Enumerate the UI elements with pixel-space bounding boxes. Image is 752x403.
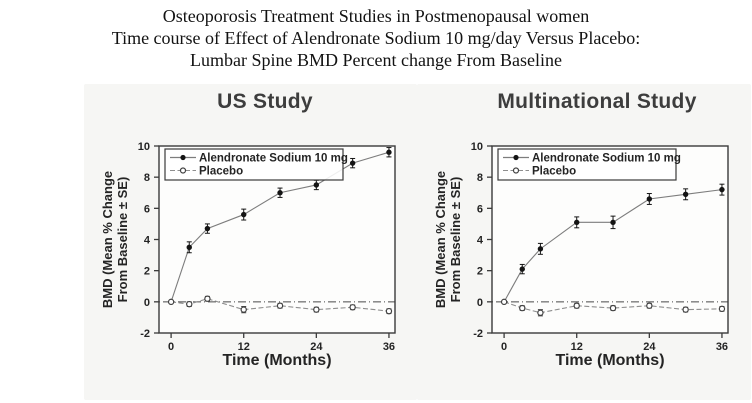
y-tick-label: 10 [471, 141, 483, 153]
y-tick-label: 4 [477, 235, 484, 247]
filled-circle-marker [646, 196, 653, 202]
filled-circle-marker [204, 225, 211, 232]
document-title-line-2: Time course of Effect of Alendronate Sod… [111, 28, 641, 48]
x-axis-title: Time (Months) [555, 352, 664, 369]
y-tick-label: 0 [477, 297, 483, 309]
filled-circle-marker [519, 266, 525, 272]
filled-circle-marker [513, 154, 519, 161]
open-circle-marker [609, 304, 617, 312]
plot-border [158, 145, 396, 334]
series-placebo [167, 295, 393, 315]
filled-circle-marker [682, 191, 689, 198]
legend-label-placebo: Placebo [532, 166, 576, 178]
x-tick-label: 24 [643, 341, 656, 353]
x-tick-label: 36 [716, 341, 728, 353]
y-tick-label: 6 [144, 203, 150, 215]
filled-circle-marker [241, 211, 247, 218]
filled-circle-marker [349, 160, 356, 166]
legend-label-alendronate: Alendronate Sodium 10 mg [532, 153, 681, 165]
document-title: Osteoporosis Treatment Studies in Postme… [0, 5, 752, 71]
open-circle-marker [385, 307, 393, 315]
y-axis: -2 0 2 4 6 8 10 [471, 141, 492, 340]
y-axis: -2 0 2 4 6 8 10 [138, 141, 159, 340]
y-tick-label: -2 [473, 328, 483, 340]
filled-circle-marker [386, 149, 392, 155]
filled-circle-marker [574, 219, 580, 226]
y-tick-label: 8 [144, 172, 150, 184]
filled-circle-marker [313, 182, 320, 188]
x-tick-label: 36 [383, 341, 395, 353]
open-circle-marker [186, 300, 193, 308]
open-circle-marker [682, 306, 689, 313]
y-tick-label: 6 [477, 203, 483, 215]
series-placebo [500, 298, 726, 317]
open-circle-marker [519, 304, 526, 312]
legend-box [497, 148, 677, 181]
y-tick-label: 10 [138, 141, 150, 153]
filled-circle-marker [610, 219, 616, 226]
x-axis: 0 12 24 36 [168, 333, 395, 353]
open-circle-marker [240, 306, 247, 313]
open-circle-marker [179, 167, 187, 174]
filled-circle-marker [719, 186, 725, 193]
open-circle-marker [349, 304, 356, 311]
plot-border [491, 145, 729, 334]
y-tick-label: 8 [477, 172, 483, 184]
series-alendronate-sodium-10-mg [168, 147, 392, 305]
open-circle-marker [573, 302, 580, 309]
y-tick-label: 4 [144, 235, 151, 247]
open-circle-marker [500, 298, 508, 306]
x-tick-label: 12 [238, 341, 250, 353]
open-circle-marker [718, 305, 726, 313]
y-axis-title-line-2: From Baseline ± SE) [448, 177, 463, 303]
open-circle-marker [204, 295, 211, 302]
document-title-line-1: Osteoporosis Treatment Studies in Postme… [162, 6, 590, 26]
y-axis-title-line-1: BMD (Mean % Change [433, 171, 448, 308]
series-line [503, 301, 722, 314]
open-circle-marker [537, 309, 544, 316]
open-circle-marker [276, 302, 284, 309]
series-line [171, 298, 390, 312]
open-circle-marker [167, 298, 175, 306]
y-tick-label: -2 [140, 328, 150, 340]
chart-title-us-study: US Study [217, 90, 313, 113]
chart-title-multinational-study: Multinational Study [497, 90, 697, 113]
series-line [503, 189, 723, 303]
legend-box [164, 148, 344, 181]
x-tick-label: 24 [310, 341, 323, 353]
x-tick-label: 0 [501, 341, 507, 353]
series-line [170, 151, 390, 303]
open-circle-marker [646, 302, 653, 309]
legend-label-alendronate: Alendronate Sodium 10 mg [199, 153, 348, 165]
y-axis-title-line-2: From Baseline ± SE) [115, 177, 130, 303]
y-tick-label: 2 [144, 266, 150, 278]
filled-circle-marker [180, 154, 186, 161]
x-axis: 0 12 24 36 [501, 333, 728, 353]
filled-circle-marker [537, 246, 544, 252]
y-tick-label: 2 [477, 266, 483, 278]
filled-circle-marker [186, 244, 192, 250]
x-tick-label: 12 [571, 341, 583, 353]
x-tick-label: 0 [168, 341, 174, 353]
filled-circle-marker [277, 190, 283, 196]
x-axis-title: Time (Months) [222, 352, 331, 369]
y-axis-title-line-1: BMD (Mean % Change [100, 171, 115, 308]
y-tick-label: 0 [144, 297, 150, 309]
legend-label-placebo: Placebo [199, 166, 243, 178]
open-circle-marker [512, 167, 520, 174]
document-title-line-3: Lumbar Spine BMD Percent change From Bas… [190, 50, 562, 70]
open-circle-marker [313, 306, 320, 313]
